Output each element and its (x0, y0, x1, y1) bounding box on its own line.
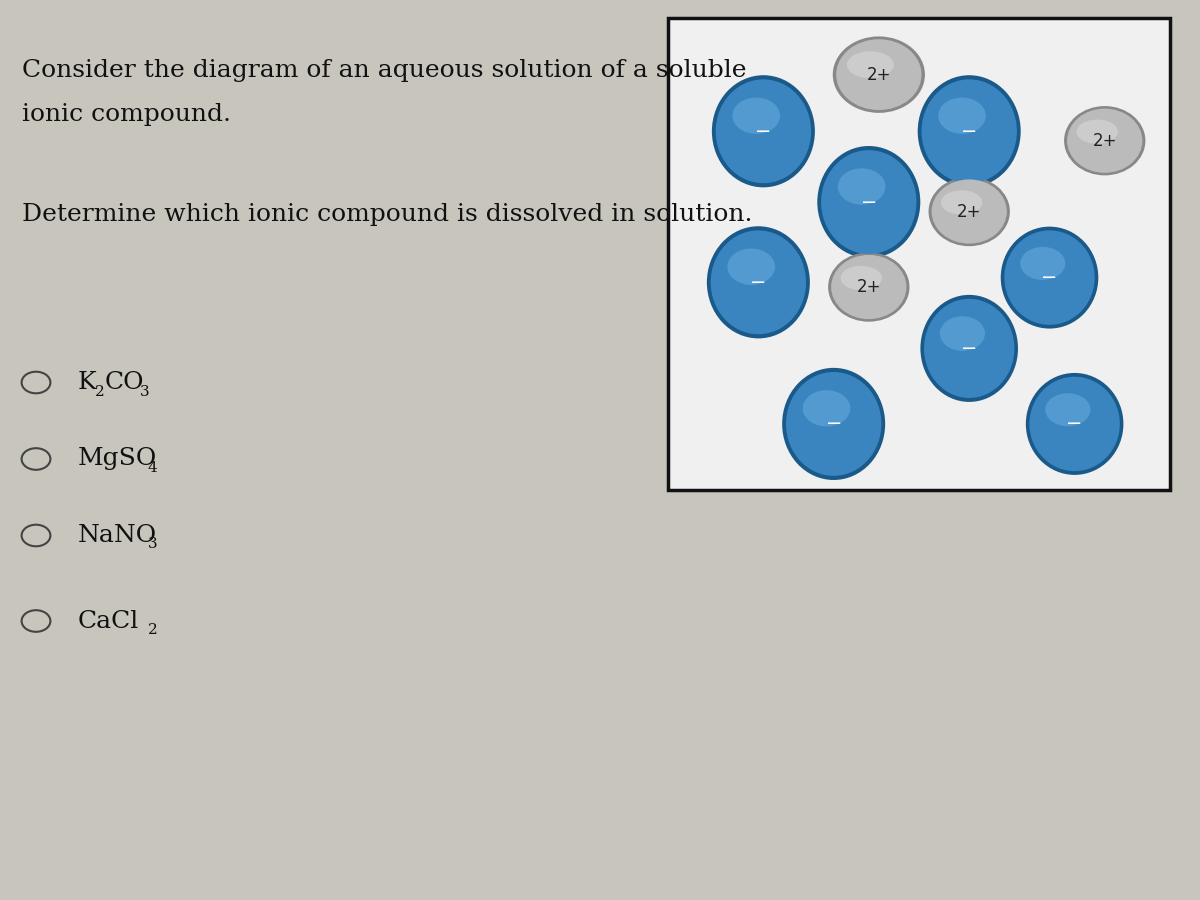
Ellipse shape (1026, 373, 1123, 475)
Text: CaCl: CaCl (78, 609, 139, 633)
Ellipse shape (712, 76, 815, 187)
Text: CO: CO (106, 371, 144, 394)
Ellipse shape (782, 368, 886, 480)
Text: 4: 4 (148, 461, 157, 475)
Ellipse shape (1076, 120, 1118, 144)
Ellipse shape (929, 177, 1010, 247)
Ellipse shape (931, 179, 1007, 244)
Text: 2: 2 (96, 384, 106, 399)
Text: MgSO: MgSO (78, 447, 157, 471)
Ellipse shape (938, 97, 986, 134)
Ellipse shape (786, 372, 881, 476)
Ellipse shape (836, 40, 922, 110)
Ellipse shape (838, 168, 886, 204)
Ellipse shape (803, 391, 851, 427)
Text: 2+: 2+ (857, 278, 881, 296)
Ellipse shape (940, 316, 985, 351)
Ellipse shape (710, 230, 806, 334)
Text: −: − (860, 193, 877, 212)
Ellipse shape (707, 226, 810, 338)
Ellipse shape (832, 255, 906, 320)
Ellipse shape (715, 79, 811, 184)
Text: Determine which ionic compound is dissolved in solution.: Determine which ionic compound is dissol… (22, 202, 752, 226)
Ellipse shape (732, 97, 780, 134)
Text: −: − (750, 273, 767, 292)
Ellipse shape (833, 36, 925, 112)
Text: −: − (1067, 414, 1082, 434)
Text: Consider the diagram of an aqueous solution of a soluble: Consider the diagram of an aqueous solut… (22, 58, 746, 82)
Text: −: − (755, 122, 772, 140)
Bar (668, 18, 1170, 490)
Text: −: − (826, 414, 842, 434)
Ellipse shape (918, 76, 1021, 187)
Ellipse shape (817, 146, 920, 258)
Text: 2: 2 (148, 623, 157, 637)
Ellipse shape (924, 299, 1014, 398)
Text: ionic compound.: ionic compound. (22, 104, 230, 127)
Ellipse shape (1067, 109, 1142, 173)
Ellipse shape (828, 252, 910, 321)
Text: 3: 3 (139, 384, 150, 399)
Ellipse shape (1064, 106, 1146, 176)
Ellipse shape (1020, 247, 1066, 280)
Ellipse shape (821, 150, 917, 254)
Ellipse shape (1004, 230, 1094, 325)
Ellipse shape (922, 79, 1016, 184)
Ellipse shape (1045, 393, 1091, 427)
Text: K: K (78, 371, 97, 394)
Ellipse shape (920, 295, 1018, 402)
Text: 3: 3 (148, 537, 157, 552)
Text: NaNO: NaNO (78, 524, 157, 547)
Ellipse shape (1001, 227, 1098, 328)
Ellipse shape (847, 51, 894, 78)
Text: 2+: 2+ (956, 202, 982, 220)
Ellipse shape (840, 266, 882, 290)
Ellipse shape (1030, 377, 1120, 471)
Ellipse shape (727, 248, 775, 285)
Text: 2+: 2+ (866, 66, 892, 84)
Text: −: − (961, 122, 977, 140)
Text: 2+: 2+ (1092, 131, 1117, 149)
Text: −: − (961, 339, 977, 358)
Text: −: − (1042, 268, 1057, 287)
Ellipse shape (941, 190, 983, 215)
